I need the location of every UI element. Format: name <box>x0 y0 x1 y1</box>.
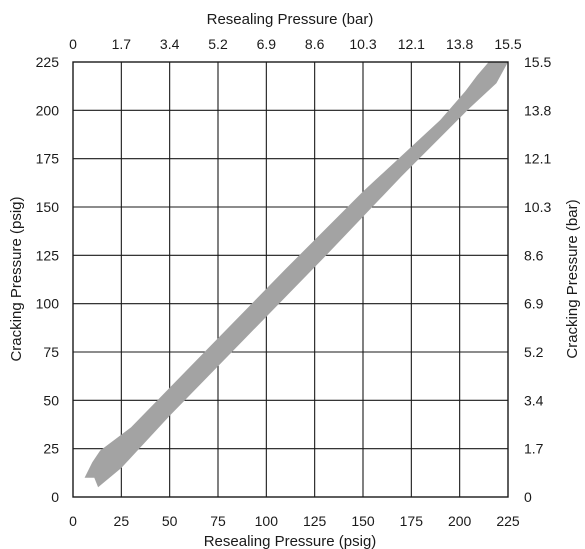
y-tick-label-right: 1.7 <box>524 441 544 457</box>
y-tick-label-left: 25 <box>43 441 59 457</box>
x-tick-label-bottom: 225 <box>496 513 520 529</box>
y-tick-label-right: 15.5 <box>524 54 551 70</box>
x-tick-label-bottom: 50 <box>162 513 178 529</box>
y-tick-label-right: 0 <box>524 489 532 505</box>
y-tick-label-left: 75 <box>43 344 59 360</box>
x-tick-label-top: 5.2 <box>208 36 228 52</box>
grid-lines <box>73 62 508 497</box>
y-tick-label-right: 5.2 <box>524 344 544 360</box>
y-tick-label-left: 50 <box>43 392 59 408</box>
x-tick-label-top: 6.9 <box>257 36 277 52</box>
left-axis-title: Cracking Pressure (psig) <box>8 196 25 361</box>
x-tick-label-top: 3.4 <box>160 36 180 52</box>
x-tick-label-top: 0 <box>69 36 77 52</box>
x-tick-label-bottom: 25 <box>114 513 130 529</box>
y-tick-label-left: 200 <box>36 102 60 118</box>
plot-frame <box>72 61 509 498</box>
x-tick-label-top: 15.5 <box>494 36 521 52</box>
y-tick-label-left: 175 <box>36 151 60 167</box>
y-tick-label-left: 150 <box>36 199 60 215</box>
x-tick-label-top: 1.7 <box>112 36 132 52</box>
x-tick-label-top: 12.1 <box>398 36 425 52</box>
y-tick-label-left: 225 <box>36 54 60 70</box>
cracking-resealing-band <box>84 62 508 488</box>
x-tick-label-bottom: 0 <box>69 513 77 529</box>
bottom-axis-title: Resealing Pressure (psig) <box>204 533 377 549</box>
x-tick-label-bottom: 200 <box>448 513 472 529</box>
x-tick-label-top: 8.6 <box>305 36 325 52</box>
x-tick-label-top: 10.3 <box>349 36 376 52</box>
y-tick-label-right: 8.6 <box>524 247 544 263</box>
top-axis-title: Resealing Pressure (bar) <box>207 11 374 28</box>
y-tick-label-right: 6.9 <box>524 296 544 312</box>
y-tick-label-right: 13.8 <box>524 102 551 118</box>
x-tick-label-bottom: 175 <box>400 513 424 529</box>
y-tick-label-right: 3.4 <box>524 392 544 408</box>
y-tick-label-left: 100 <box>36 296 60 312</box>
y-tick-label-right: 12.1 <box>524 151 551 167</box>
y-tick-label-left: 125 <box>36 247 60 263</box>
x-tick-label-bottom: 75 <box>210 513 226 529</box>
x-tick-label-top: 13.8 <box>446 36 473 52</box>
y-tick-label-right: 10.3 <box>524 199 551 215</box>
x-tick-label-bottom: 100 <box>255 513 279 529</box>
x-tick-label-bottom: 150 <box>351 513 375 529</box>
x-tick-label-bottom: 125 <box>303 513 327 529</box>
y-tick-label-left: 0 <box>51 489 59 505</box>
right-axis-title: Cracking Pressure (bar) <box>564 199 581 358</box>
